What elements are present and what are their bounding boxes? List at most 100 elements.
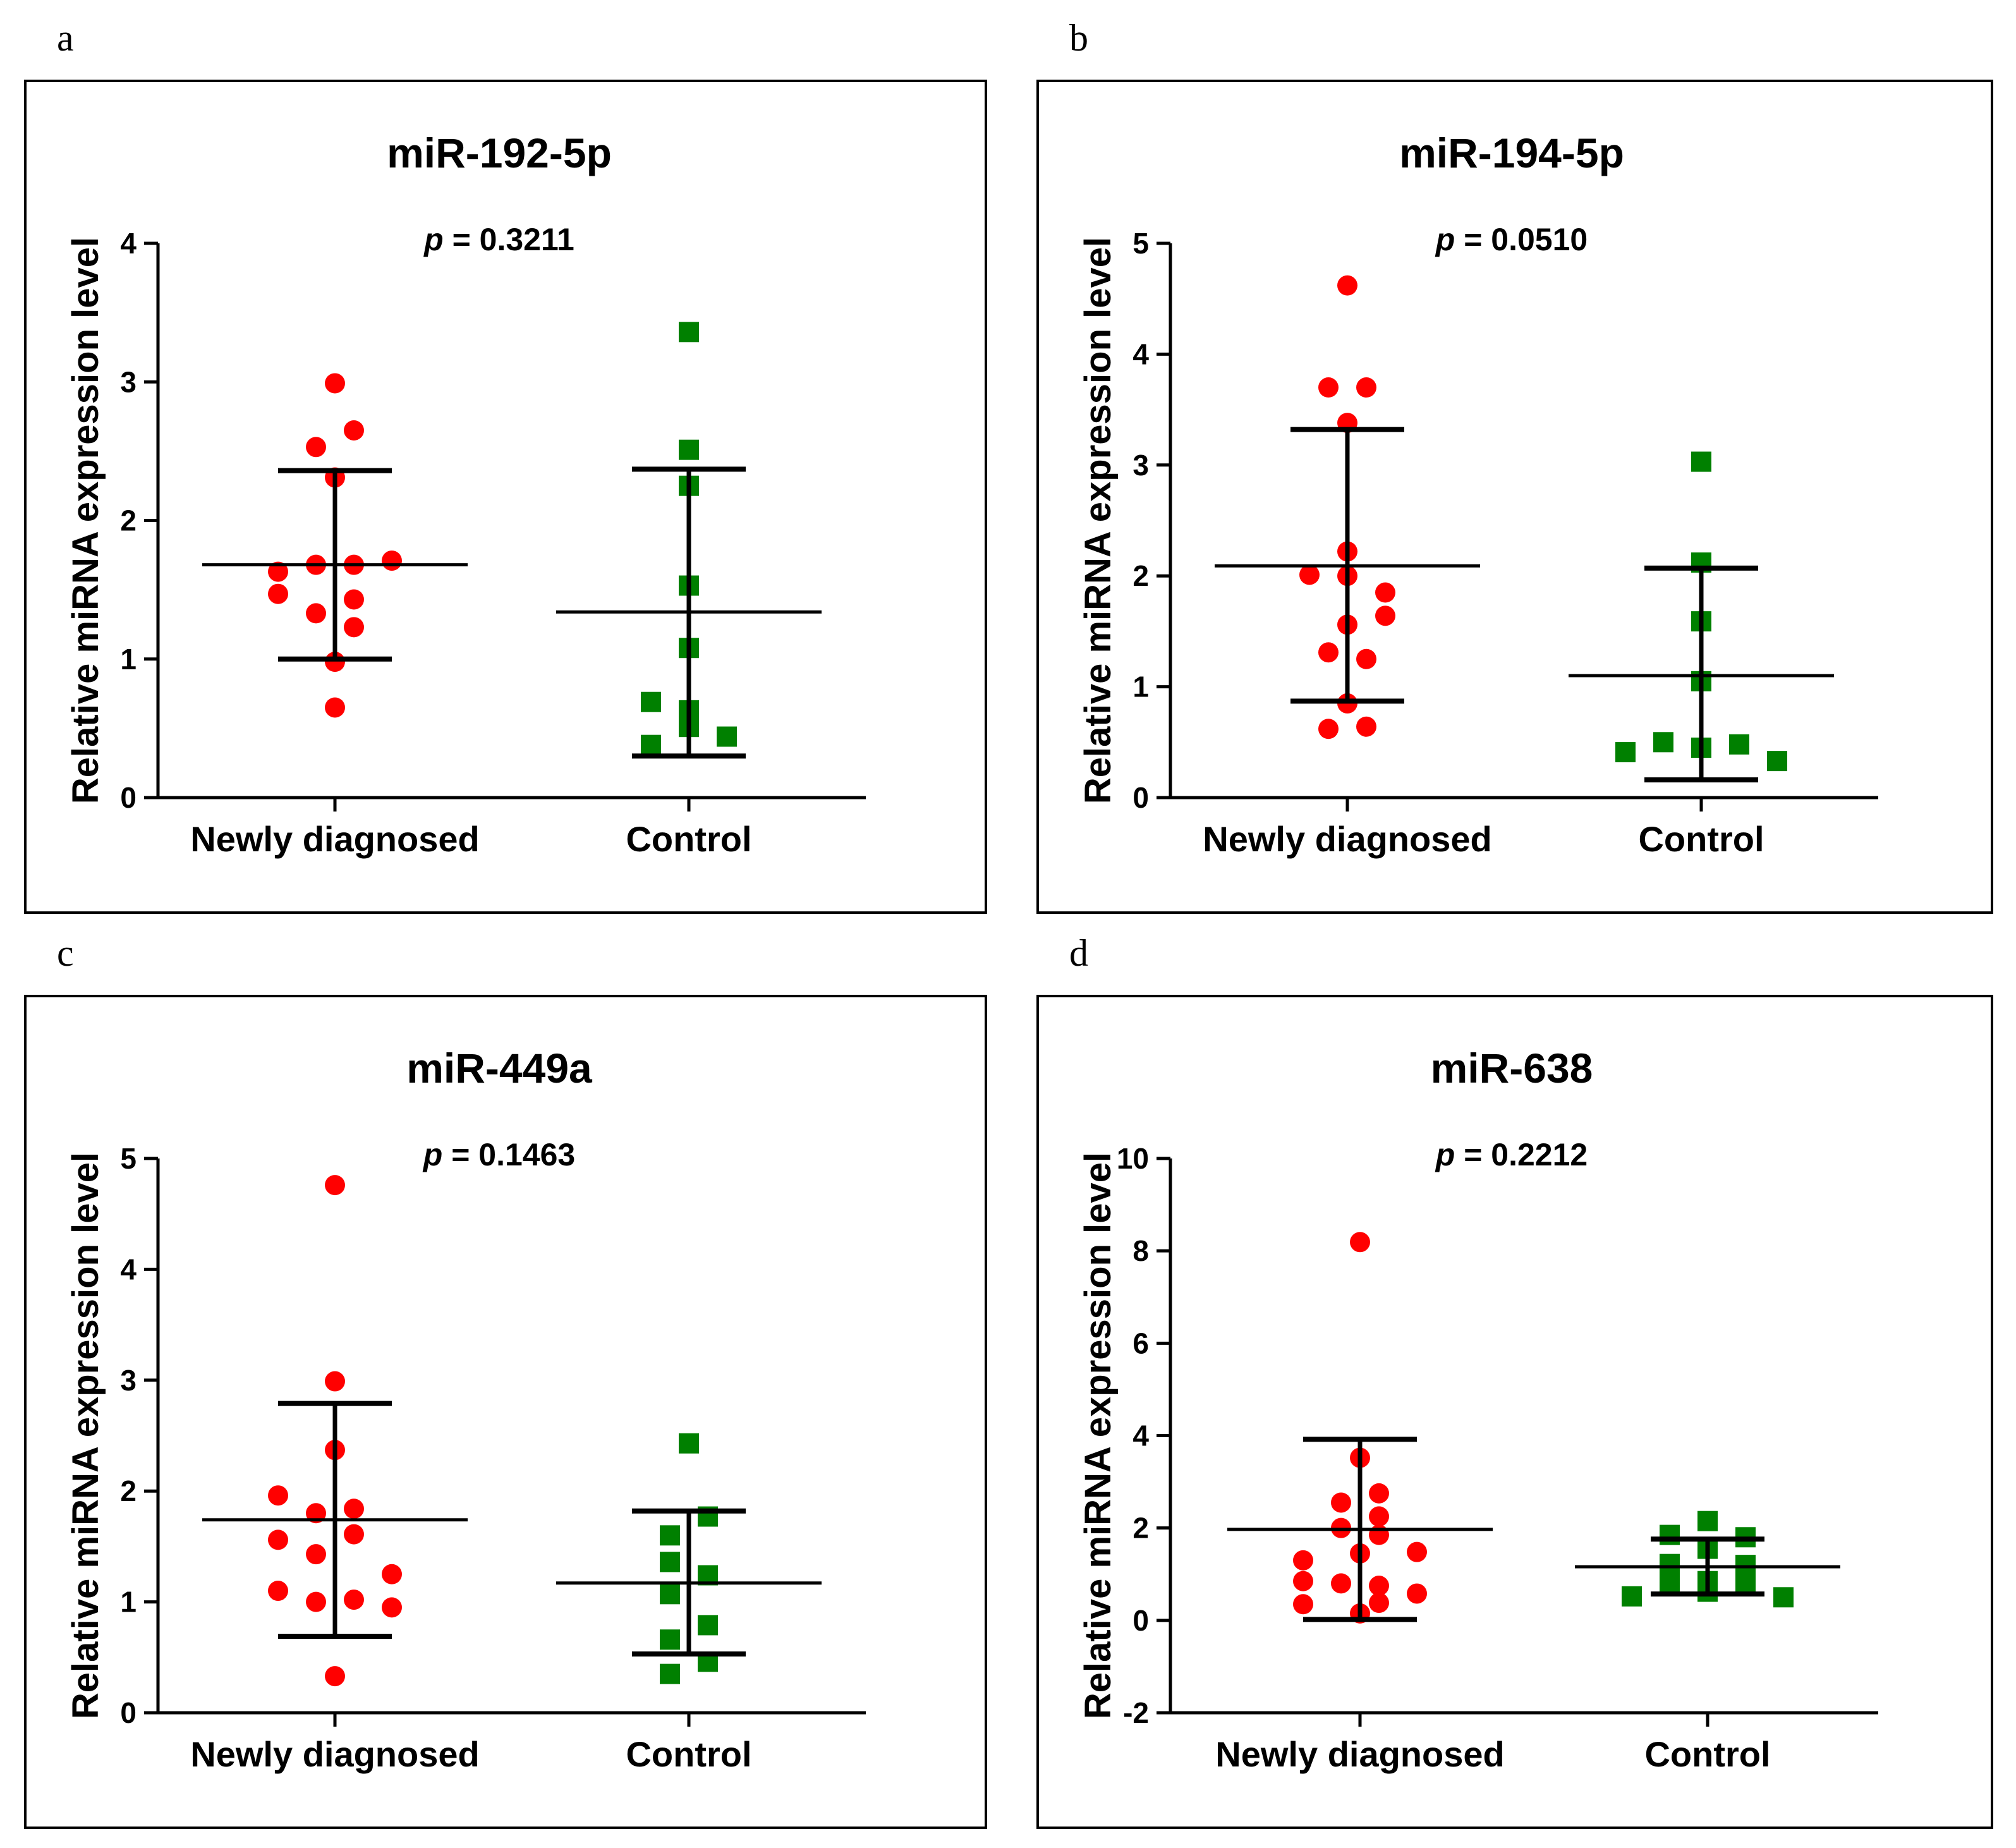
data-point [1622,1586,1642,1607]
data-point [325,373,345,394]
data-point [679,439,699,460]
data-point [641,691,661,712]
data-point [306,437,326,458]
series-control [556,1433,822,1684]
series-newly-diagnosed [1227,1232,1493,1624]
data-point [1350,1232,1370,1253]
data-point [1735,1555,1756,1576]
data-point [679,1433,699,1454]
y-tick-label: 1 [1132,671,1149,703]
chart-title: miR-449a [406,1045,593,1091]
panel-letter: d [1069,932,1088,974]
series-control [1569,451,1834,782]
data-point [344,1498,364,1519]
data-point [660,1525,680,1546]
data-point [1369,1506,1389,1527]
panel-c: c miR-449a p = 0.1463 Relative miRNA expres… [24,932,987,1829]
x-tick-label: Control [1638,819,1764,859]
data-point [382,1597,402,1618]
data-point [268,1529,288,1550]
panel-letter: a [57,17,74,59]
data-point [325,697,345,718]
data-point [1356,716,1376,737]
data-point [268,1581,288,1602]
data-point [344,1524,364,1545]
data-point [679,322,699,343]
data-point [382,1564,402,1584]
data-point [698,1615,718,1636]
series-control [1575,1511,1840,1608]
data-point [325,1371,345,1392]
y-tick-label: 8 [1132,1234,1149,1267]
data-point [717,726,737,747]
data-point [1356,648,1376,669]
data-point [344,589,364,610]
data-point [325,1175,345,1196]
data-point [1318,642,1339,663]
p-value: = 0.1463 [442,1137,575,1172]
p-symbol: p [1435,1137,1455,1172]
y-tick-label: 10 [1117,1142,1149,1175]
data-point [1660,1524,1680,1545]
x-tick-label: Control [626,1734,751,1774]
data-point [382,550,402,571]
panel-frame [24,80,987,914]
data-point [1660,1572,1680,1593]
panel-a: a miR-192-5p p = 0.3211 Relative miRNA expr… [24,17,987,914]
data-point [660,1663,680,1684]
y-tick-label: 2 [1132,559,1149,592]
y-tick-label: 5 [120,1142,137,1175]
data-point [325,1666,345,1687]
p-symbol: p [422,1137,443,1172]
x-tick-label: Newly diagnosed [190,1734,479,1774]
y-tick-label: 2 [1132,1512,1149,1545]
data-point [344,420,364,441]
data-point [1331,1573,1351,1594]
y-tick-label: 0 [1132,1604,1149,1637]
panel-frame [1036,995,1993,1829]
data-point [344,617,364,638]
y-tick-label: 3 [120,365,137,398]
y-tick-label: -2 [1123,1696,1149,1729]
data-point [1331,1492,1351,1513]
x-tick-label: Newly diagnosed [190,819,479,859]
y-tick-label: 4 [120,1253,137,1286]
data-point [306,1591,326,1612]
p-value-label: p = 0.0510 [1435,222,1588,257]
x-tick-label: Newly diagnosed [1203,819,1491,859]
data-point [306,1503,326,1524]
data-point [1767,751,1787,772]
data-point [1691,451,1711,472]
y-tick-label: 4 [1132,1419,1149,1452]
y-tick-label: 0 [120,781,137,814]
y-tick-label: 3 [1132,449,1149,482]
data-point [268,1485,288,1506]
data-point [1369,1593,1389,1614]
panel-frame [1036,80,1993,914]
x-tick-label: Control [626,819,751,859]
y-tick-label: 5 [1132,227,1149,260]
y-tick-label: 6 [1132,1327,1149,1359]
x-tick-label: Control [1644,1734,1770,1774]
data-point [1337,275,1357,296]
data-point [660,1584,680,1605]
p-value-label: p = 0.2212 [1435,1137,1588,1172]
series-newly-diagnosed [1215,275,1480,739]
series-newly-diagnosed [202,373,468,718]
data-point [1407,1541,1427,1562]
y-tick-label: 4 [120,227,137,260]
y-axis-label: Relative miRNA expression level [65,237,106,804]
data-point [1293,1550,1313,1571]
p-value: = 0.0510 [1455,222,1588,257]
data-point [1293,1571,1313,1591]
p-value: = 0.2212 [1455,1137,1588,1172]
data-point [1356,377,1376,398]
data-point [660,1552,680,1572]
data-point [1653,732,1673,753]
panel-b: b miR-194-5p p = 0.0510 Relative miRNA expr… [1036,17,1993,914]
data-point [306,1544,326,1565]
panel-letter: b [1069,17,1088,59]
y-tick-label: 1 [120,1586,137,1619]
y-axis-label: Relative miRNA expression level [65,1152,106,1719]
